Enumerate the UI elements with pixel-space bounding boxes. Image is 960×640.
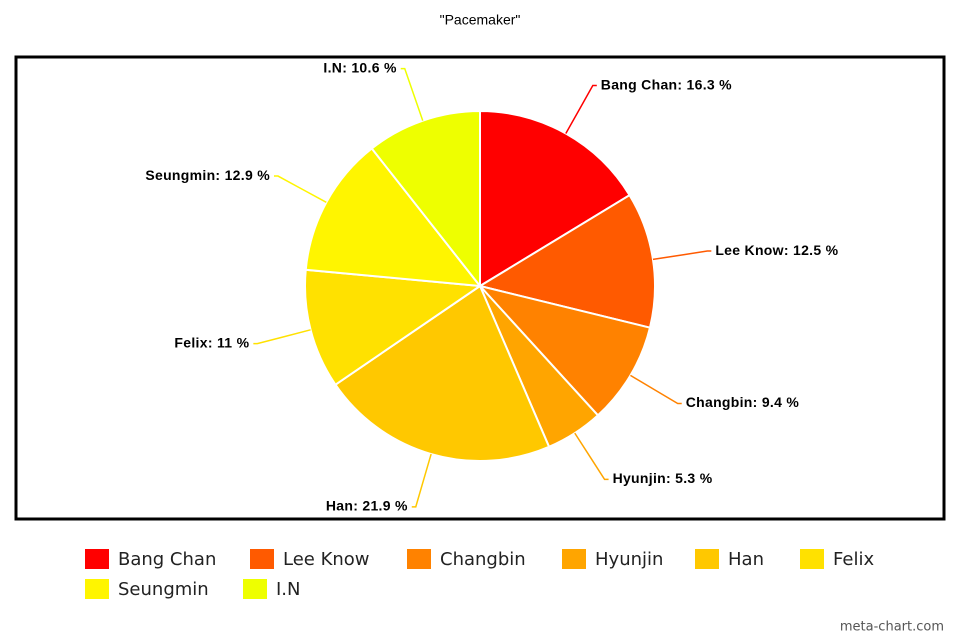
data-label: I.N: 10.6 %	[323, 59, 397, 75]
pie-slice	[370, 109, 481, 289]
legend-swatch	[695, 549, 719, 569]
label-connector	[652, 250, 712, 261]
legend-label: Lee Know	[283, 549, 370, 570]
chart-title: "Pacemaker"	[440, 12, 521, 28]
legend-label: Changbin	[440, 549, 526, 570]
pie-slice	[304, 147, 483, 288]
label-connector	[574, 432, 609, 481]
legend-label: Hyunjin	[595, 549, 663, 570]
legend-swatch	[85, 549, 109, 569]
label-connector	[411, 453, 432, 508]
data-label: Lee Know: 12.5 %	[715, 242, 838, 258]
label-connector	[630, 374, 682, 405]
legend-swatch	[250, 549, 274, 569]
pie-slice	[334, 284, 551, 462]
label-connector	[253, 329, 311, 345]
legend-swatch	[800, 549, 824, 569]
data-label: Felix: 11 %	[174, 334, 249, 350]
legend-swatch	[407, 549, 431, 569]
label-connector	[273, 175, 327, 203]
legend-label: Bang Chan	[118, 549, 216, 570]
data-label: Seungmin: 12.9 %	[145, 167, 270, 183]
data-label: Hyunjin: 5.3 %	[613, 470, 713, 486]
pie-slice	[479, 109, 631, 288]
legend-swatch	[243, 579, 267, 599]
legend-label: Seungmin	[118, 579, 209, 600]
legend-swatch	[85, 579, 109, 599]
data-label: Changbin: 9.4 %	[686, 394, 800, 410]
pie-slice	[477, 193, 656, 329]
pie-slice	[304, 268, 483, 387]
legend-label: Felix	[833, 549, 874, 570]
legend-swatch	[562, 549, 586, 569]
pie-slice	[477, 284, 652, 417]
data-label: Bang Chan: 16.3 %	[601, 76, 732, 92]
label-connector	[565, 84, 597, 134]
legend-label: Han	[728, 549, 764, 570]
label-connector	[400, 67, 424, 121]
data-label: Han: 21.9 %	[326, 498, 408, 514]
source: meta-chart.com	[840, 620, 944, 635]
legend-label: I.N	[276, 579, 301, 600]
